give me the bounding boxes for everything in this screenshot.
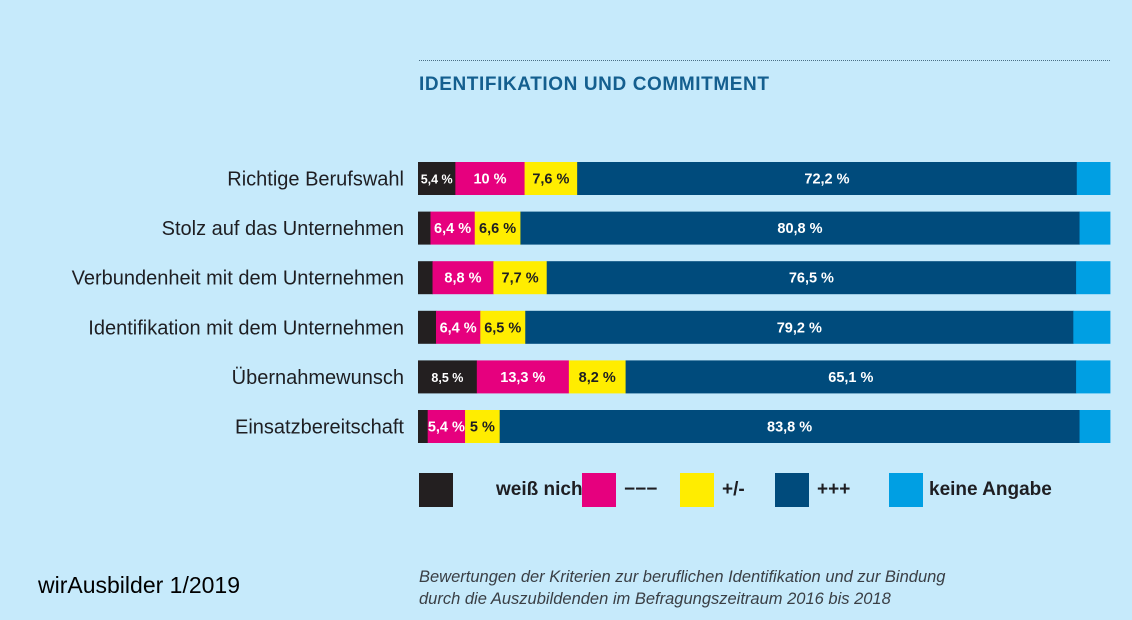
legend-item-sehr-positiv: +++ (775, 473, 850, 507)
legend-label-keine-angabe: keine Angabe (929, 479, 1052, 500)
data-label-uebernahmewunsch-sehr-positiv: 65,1 % (828, 370, 873, 386)
legend-label-sehr-positiv: +++ (817, 479, 851, 500)
legend-label-neutral: +/- (722, 479, 745, 500)
bar-segment-stolz-auf-das-unternehmen-sehr-positiv (520, 211, 1080, 245)
bar-segment-identifikation-mit-dem-unternehmen-keine-angabe (1073, 310, 1111, 344)
caption-line-2: durch die Auszubildenden im Befragungsze… (419, 590, 891, 608)
legend-label-sehr-negativ: −−− (624, 479, 658, 500)
data-label-uebernahmewunsch-sehr-negativ: 13,3 % (500, 370, 545, 386)
legend-swatch-keine-angabe (889, 473, 923, 507)
bar-segment-stolz-auf-das-unternehmen-weiss-nicht (418, 211, 431, 245)
data-label-identifikation-mit-dem-unternehmen-sehr-positiv: 79,2 % (777, 320, 822, 336)
legend-label-weiss-nicht: weiß nicht (496, 479, 589, 500)
bar-segment-uebernahmewunsch-keine-angabe (1076, 360, 1111, 394)
data-label-einsatzbereitschaft-neutral: 5 % (470, 420, 495, 436)
category-label-verbundenheit-mit-dem-unternehmen: Verbundenheit mit dem Unternehmen (72, 268, 404, 290)
data-label-stolz-auf-das-unternehmen-sehr-negativ: 6,4 % (434, 221, 471, 237)
bar-segment-identifikation-mit-dem-unternehmen-weiss-nicht (418, 310, 437, 344)
bar-segment-einsatzbereitschaft-sehr-positiv (499, 410, 1080, 443)
data-label-stolz-auf-das-unternehmen-neutral: 6,6 % (479, 221, 516, 237)
chart-caption: Bewertungen der Kriterien zur berufliche… (419, 566, 1059, 610)
bar-segment-verbundenheit-mit-dem-unternehmen-sehr-negativ (432, 261, 494, 295)
bar-segment-einsatzbereitschaft-weiss-nicht (418, 410, 429, 443)
data-label-stolz-auf-das-unternehmen-sehr-positiv: 80,8 % (777, 221, 822, 237)
data-label-verbundenheit-mit-dem-unternehmen-sehr-negativ: 8,8 % (444, 271, 481, 287)
bar-segment-richtige-berufswahl-sehr-negativ (455, 162, 525, 195)
data-label-richtige-berufswahl-weiss-nicht: 5,4 % (421, 173, 453, 187)
source-label: wirAusbilder 1/2019 (38, 572, 241, 598)
data-label-einsatzbereitschaft-sehr-positiv: 83,8 % (767, 420, 812, 436)
category-label-stolz-auf-das-unternehmen: Stolz auf das Unternehmen (162, 218, 404, 240)
data-label-verbundenheit-mit-dem-unternehmen-sehr-positiv: 76,5 % (789, 271, 834, 287)
data-label-einsatzbereitschaft-sehr-negativ: 5,4 % (428, 420, 465, 436)
bar-segment-uebernahmewunsch-neutral (568, 360, 626, 394)
bar-segment-richtige-berufswahl-neutral (524, 162, 578, 195)
bar-segment-verbundenheit-mit-dem-unternehmen-weiss-nicht (418, 261, 433, 295)
data-label-identifikation-mit-dem-unternehmen-sehr-negativ: 6,4 % (440, 320, 477, 336)
category-label-einsatzbereitschaft: Einsatzbereitschaft (235, 417, 404, 439)
bar-segment-identifikation-mit-dem-unternehmen-sehr-positiv (525, 310, 1074, 344)
title-divider (419, 60, 1110, 61)
bar-segment-verbundenheit-mit-dem-unternehmen-sehr-positiv (546, 261, 1077, 295)
bar-segment-einsatzbereitschaft-neutral (465, 410, 501, 443)
bar-segment-stolz-auf-das-unternehmen-keine-angabe (1079, 211, 1111, 245)
legend-swatch-sehr-negativ (582, 473, 616, 507)
legend-swatch-weiss-nicht (419, 473, 453, 507)
bar-segment-richtige-berufswahl-keine-angabe (1076, 162, 1111, 195)
bar-segment-identifikation-mit-dem-unternehmen-neutral (480, 310, 526, 344)
bar-segment-einsatzbereitschaft-sehr-negativ (427, 410, 466, 443)
data-label-richtige-berufswahl-sehr-positiv: 72,2 % (804, 172, 849, 188)
data-label-uebernahmewunsch-weiss-nicht: 8,5 % (431, 371, 463, 385)
bar-segment-richtige-berufswahl-sehr-positiv (577, 162, 1078, 195)
caption-line-1: Bewertungen der Kriterien zur berufliche… (419, 568, 946, 586)
bar-segment-identifikation-mit-dem-unternehmen-sehr-negativ (435, 310, 481, 344)
category-label-identifikation-mit-dem-unternehmen: Identifikation mit dem Unternehmen (88, 317, 404, 339)
data-label-richtige-berufswahl-sehr-negativ: 10 % (473, 172, 506, 188)
data-label-uebernahmewunsch-neutral: 8,2 % (579, 370, 616, 386)
legend-item-keine-angabe: keine Angabe (889, 473, 1052, 507)
data-label-identifikation-mit-dem-unternehmen-neutral: 6,5 % (484, 320, 521, 336)
bar-segment-einsatzbereitschaft-keine-angabe (1079, 410, 1111, 443)
legend-swatch-neutral (680, 473, 714, 507)
category-label-richtige-berufswahl: Richtige Berufswahl (227, 169, 404, 191)
data-label-richtige-berufswahl-neutral: 7,6 % (532, 172, 569, 188)
bar-segment-uebernahmewunsch-sehr-negativ (476, 360, 570, 394)
bar-segment-uebernahmewunsch-sehr-positiv (625, 360, 1077, 394)
bar-segment-verbundenheit-mit-dem-unternehmen-neutral (493, 261, 548, 295)
bar-segment-uebernahmewunsch-weiss-nicht (418, 360, 478, 394)
chart-title: IDENTIFIKATION UND COMMITMENT (419, 74, 770, 95)
legend-item-neutral: +/- (680, 473, 745, 507)
legend-item-sehr-negativ: −−− (582, 473, 657, 507)
stacked-bar-chart: Richtige Berufswahl 5,4 % 10 % 7,6 % 72,2 % S… (72, 162, 1111, 443)
bar-segment-verbundenheit-mit-dem-unternehmen-keine-angabe (1076, 261, 1111, 295)
category-label-uebernahmewunsch: Übernahmewunsch (232, 367, 404, 389)
data-label-verbundenheit-mit-dem-unternehmen-neutral: 7,7 % (502, 271, 539, 287)
bar-segment-richtige-berufswahl-weiss-nicht (418, 162, 456, 195)
legend-item-weiss-nicht: weiß nicht (419, 473, 589, 507)
bar-segment-stolz-auf-das-unternehmen-sehr-negativ (430, 211, 476, 245)
bar-segment-stolz-auf-das-unternehmen-neutral (474, 211, 521, 245)
legend-swatch-sehr-positiv (775, 473, 809, 507)
